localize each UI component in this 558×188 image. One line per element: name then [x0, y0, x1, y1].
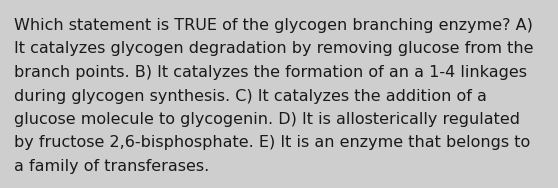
Text: Which statement is TRUE of the glycogen branching enzyme? A): Which statement is TRUE of the glycogen … — [14, 18, 533, 33]
Text: by fructose 2,6-bisphosphate. E) It is an enzyme that belongs to: by fructose 2,6-bisphosphate. E) It is a… — [14, 136, 530, 151]
Text: branch points. B) It catalyzes the formation of an a 1-4 linkages: branch points. B) It catalyzes the forma… — [14, 65, 527, 80]
Text: a family of transferases.: a family of transferases. — [14, 159, 209, 174]
Text: glucose molecule to glycogenin. D) It is allosterically regulated: glucose molecule to glycogenin. D) It is… — [14, 112, 520, 127]
Text: It catalyzes glycogen degradation by removing glucose from the: It catalyzes glycogen degradation by rem… — [14, 42, 533, 57]
Text: during glycogen synthesis. C) It catalyzes the addition of a: during glycogen synthesis. C) It catalyz… — [14, 89, 487, 104]
